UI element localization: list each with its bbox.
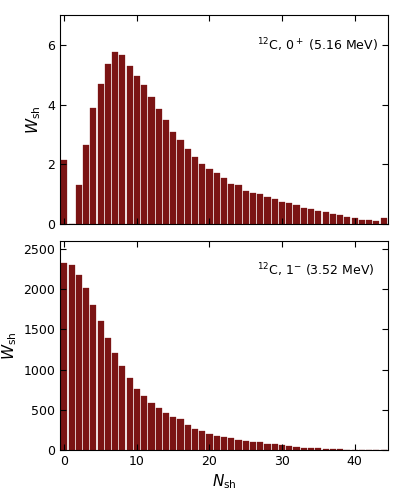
Bar xyxy=(373,221,380,224)
Bar xyxy=(206,434,212,450)
Bar xyxy=(112,352,118,450)
Bar xyxy=(308,209,314,224)
Bar xyxy=(61,264,68,450)
Bar xyxy=(177,420,184,450)
Bar xyxy=(185,150,191,224)
Bar xyxy=(76,186,82,224)
Bar xyxy=(315,448,322,450)
Bar xyxy=(337,215,343,224)
Bar xyxy=(90,305,96,450)
X-axis label: $N_{\mathrm{sh}}$: $N_{\mathrm{sh}}$ xyxy=(212,472,236,490)
Bar xyxy=(105,338,111,450)
Bar xyxy=(148,97,154,224)
Bar xyxy=(163,120,169,224)
Bar xyxy=(286,446,292,450)
Bar xyxy=(236,186,242,224)
Bar xyxy=(322,449,329,450)
Bar xyxy=(214,436,220,450)
Bar xyxy=(119,366,126,450)
Bar xyxy=(236,440,242,450)
Bar xyxy=(76,274,82,450)
Bar xyxy=(330,214,336,224)
Bar xyxy=(98,84,104,224)
Y-axis label: $W_{\mathrm{sh}}$: $W_{\mathrm{sh}}$ xyxy=(0,331,19,360)
Bar xyxy=(192,428,198,450)
Bar xyxy=(192,157,198,224)
Bar xyxy=(359,220,365,224)
Bar xyxy=(352,218,358,224)
Y-axis label: $W_{\mathrm{sh}}$: $W_{\mathrm{sh}}$ xyxy=(24,106,43,134)
Bar xyxy=(315,210,322,224)
Bar xyxy=(257,442,263,450)
Bar xyxy=(344,216,350,224)
Bar xyxy=(98,322,104,450)
Bar xyxy=(294,204,300,224)
Bar xyxy=(68,265,75,450)
Bar xyxy=(119,56,126,224)
Bar xyxy=(264,197,271,224)
Bar xyxy=(272,444,278,450)
Text: $^{12}$C, 0$^+$ (5.16 MeV): $^{12}$C, 0$^+$ (5.16 MeV) xyxy=(257,36,378,54)
Bar xyxy=(228,184,234,224)
Bar xyxy=(301,208,307,224)
Bar xyxy=(221,437,227,450)
Bar xyxy=(301,448,307,450)
Bar xyxy=(279,445,285,450)
Bar xyxy=(141,85,147,224)
Bar xyxy=(264,444,271,450)
Bar xyxy=(156,109,162,224)
Bar xyxy=(163,413,169,450)
Bar xyxy=(380,218,387,224)
Bar xyxy=(199,431,205,450)
Bar xyxy=(257,194,263,224)
Bar xyxy=(199,164,205,224)
Bar xyxy=(330,449,336,450)
Bar xyxy=(156,408,162,450)
Bar xyxy=(322,212,329,224)
Bar xyxy=(170,416,176,450)
Bar xyxy=(105,64,111,224)
Bar xyxy=(126,378,133,450)
Bar xyxy=(134,76,140,224)
Bar xyxy=(272,198,278,224)
Bar xyxy=(243,192,249,224)
Bar xyxy=(61,160,68,224)
Bar xyxy=(126,66,133,224)
Bar xyxy=(294,447,300,450)
Bar xyxy=(243,440,249,450)
Bar xyxy=(250,193,256,224)
Bar xyxy=(141,396,147,450)
Bar xyxy=(228,438,234,450)
Bar xyxy=(170,132,176,224)
Bar xyxy=(148,403,154,450)
Bar xyxy=(185,425,191,450)
Bar xyxy=(366,220,372,224)
Bar xyxy=(90,108,96,224)
Text: $^{12}$C, 1$^{-}$ (3.52 MeV): $^{12}$C, 1$^{-}$ (3.52 MeV) xyxy=(257,262,374,280)
Bar xyxy=(279,202,285,224)
Bar xyxy=(250,442,256,450)
Bar xyxy=(206,169,212,224)
Bar xyxy=(83,145,89,224)
Bar xyxy=(308,448,314,450)
Bar xyxy=(112,52,118,224)
Bar xyxy=(286,203,292,224)
Bar xyxy=(134,389,140,450)
Bar xyxy=(214,174,220,224)
Bar xyxy=(221,178,227,224)
Bar xyxy=(177,140,184,224)
Bar xyxy=(83,288,89,450)
